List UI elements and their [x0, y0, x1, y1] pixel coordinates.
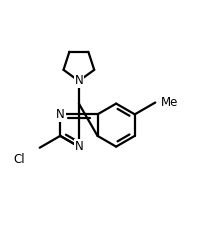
Text: Me: Me — [161, 96, 178, 109]
Text: Cl: Cl — [14, 153, 25, 166]
Text: N: N — [75, 75, 83, 87]
Text: N: N — [56, 108, 65, 121]
Text: N: N — [75, 140, 83, 153]
